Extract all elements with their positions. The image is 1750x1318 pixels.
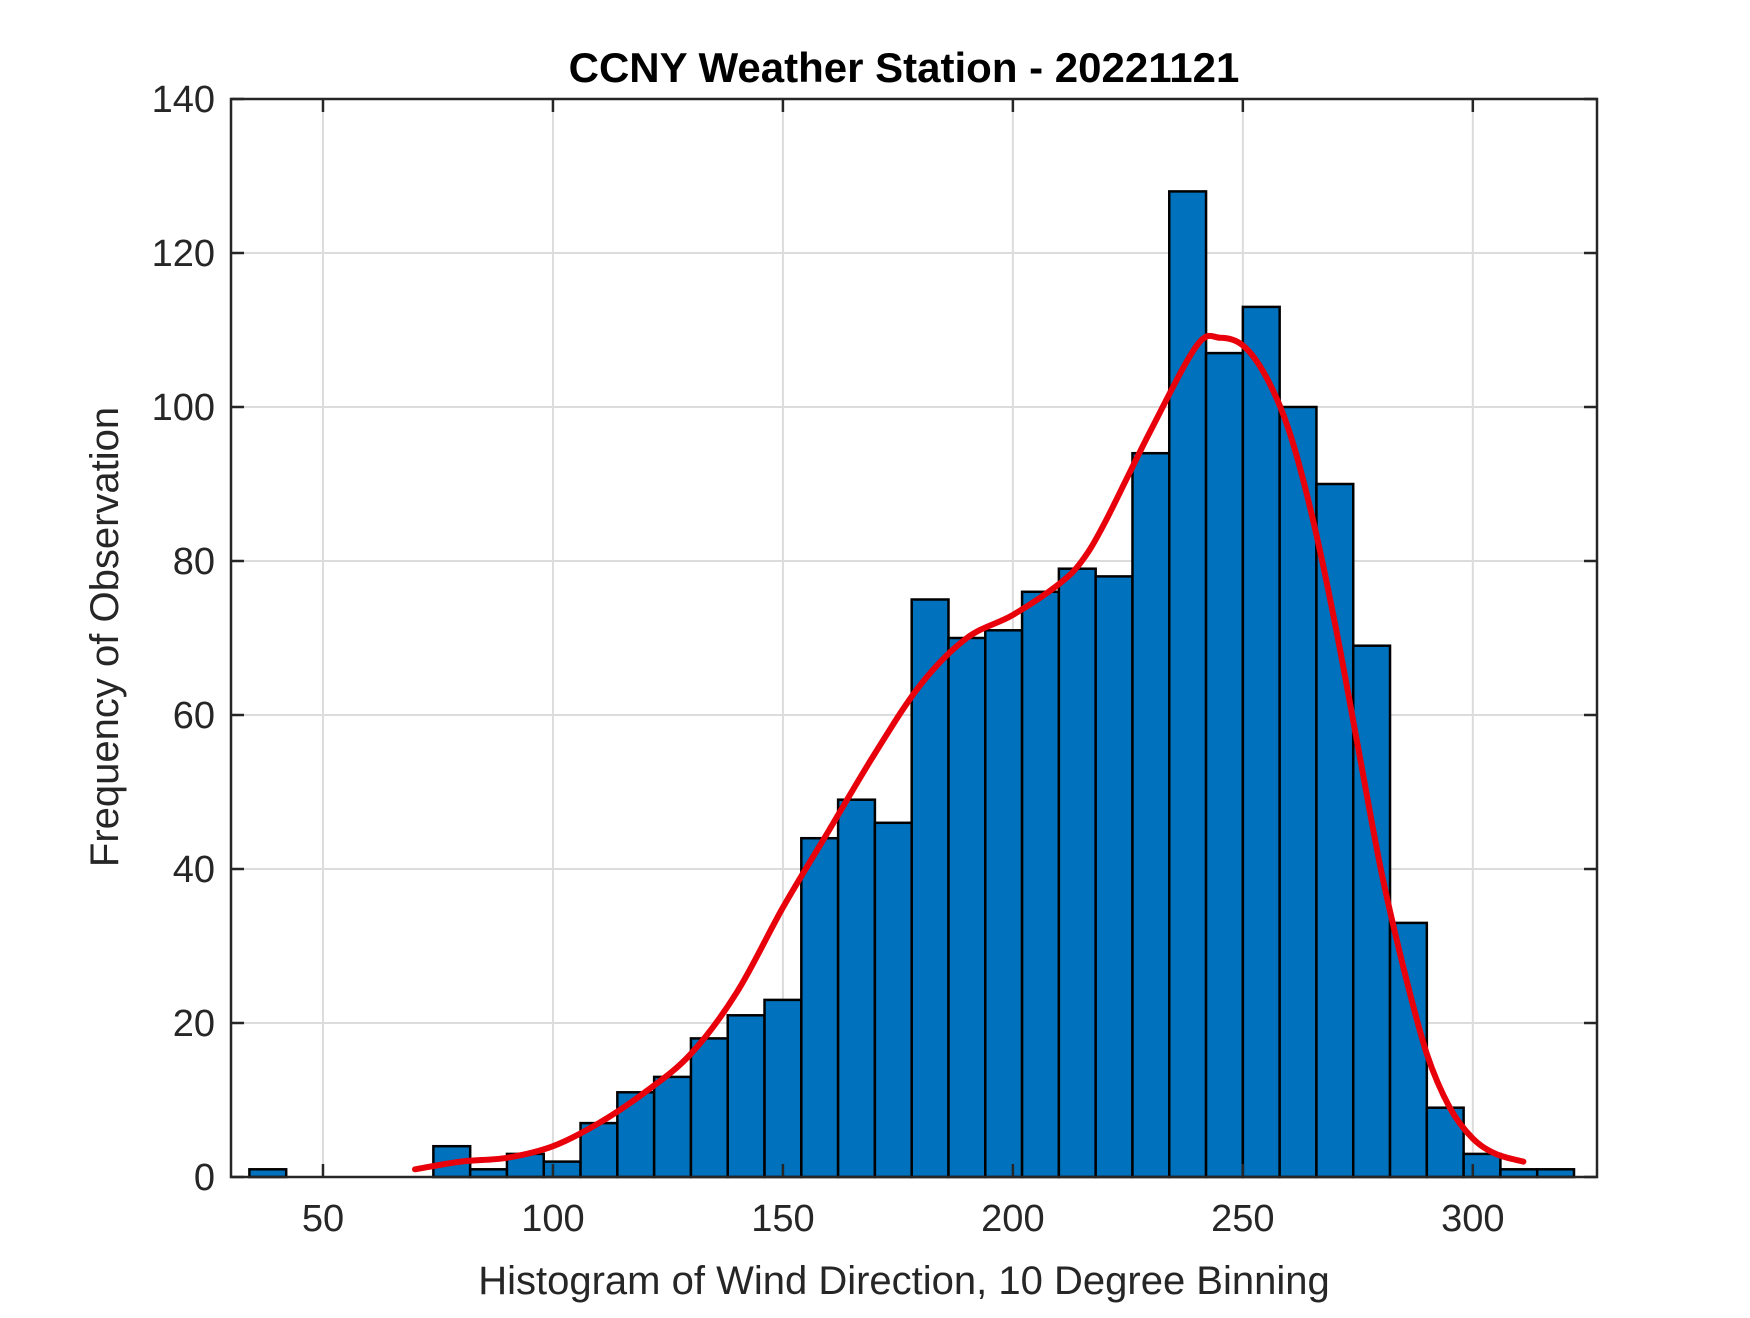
histogram-bar [1315, 482, 1355, 1179]
histogram-bar [1351, 644, 1392, 1179]
histogram-bar [726, 1014, 766, 1179]
histogram-bar [1057, 567, 1097, 1179]
histogram-bar [1131, 451, 1171, 1179]
x-tick-label: 100 [521, 1198, 584, 1240]
axes-box [229, 97, 1599, 1179]
y-tick-label: 60 [173, 695, 215, 737]
chart-title: CCNY Weather Station - 20221121 [569, 44, 1240, 91]
x-tick-label: 200 [981, 1198, 1044, 1240]
x-tick-label: 50 [302, 1198, 344, 1240]
histogram-bar [947, 636, 987, 1179]
y-tick-label: 120 [152, 233, 215, 275]
histogram-bar [1462, 1152, 1502, 1179]
histogram-bar [1094, 575, 1134, 1179]
histogram-bar [836, 798, 877, 1179]
x-axis-label: Histogram of Wind Direction, 10 Degree B… [478, 1259, 1330, 1303]
histogram-bar [1241, 305, 1281, 1179]
x-tick-label: 150 [751, 1198, 814, 1240]
histogram-bar [542, 1160, 582, 1179]
y-axis-label: Frequency of Observation [83, 407, 127, 867]
histogram-bar [984, 629, 1024, 1179]
y-tick-label: 40 [173, 849, 215, 891]
histogram-bar [689, 1037, 729, 1179]
x-tick-label: 300 [1441, 1198, 1504, 1240]
density-fit-curve [412, 332, 1527, 1173]
histogram-bar [1278, 405, 1318, 1179]
histogram-bar [800, 836, 840, 1179]
histogram-bars [248, 190, 1576, 1179]
histogram-bar [1204, 351, 1245, 1179]
y-tick-label: 0 [194, 1157, 215, 1199]
histogram-bar [1020, 590, 1061, 1179]
fit-curve-layer [412, 332, 1527, 1173]
histogram-bar [873, 821, 913, 1179]
y-tick-label: 20 [173, 1003, 215, 1045]
x-tick-label: 250 [1211, 1198, 1274, 1240]
histogram-bar [652, 1075, 693, 1179]
y-tick-label: 140 [152, 79, 215, 121]
y-tick-label: 100 [152, 387, 215, 429]
histogram-bar [910, 598, 950, 1179]
histogram-bar [1388, 921, 1429, 1179]
axes: 50 100 150 200 250 300 0 20 40 60 80 100 120 140 [152, 79, 1599, 1240]
y-tick-label: 80 [173, 541, 215, 583]
histogram-bar [763, 998, 803, 1179]
